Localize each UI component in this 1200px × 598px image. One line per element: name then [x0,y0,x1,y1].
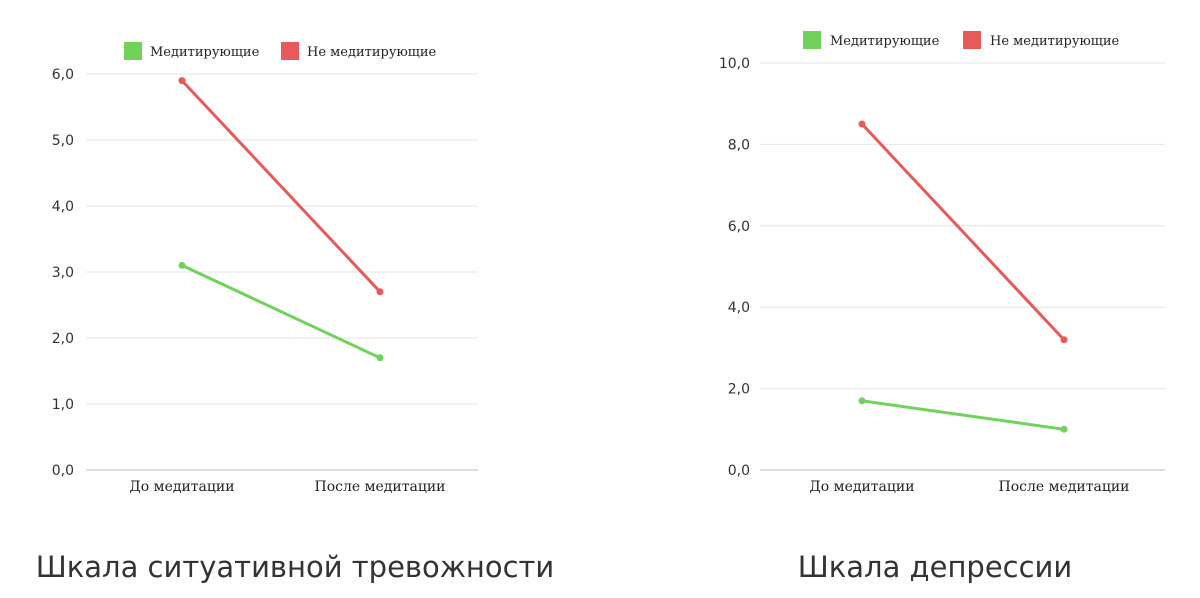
y-tick-label: 0,0 [728,463,750,479]
data-point [858,120,866,128]
y-tick-label: 0,0 [52,463,74,479]
y-tick-label: 6,0 [52,67,74,83]
legend-label: Медитирующие [830,34,940,49]
x-category-label: До медитации [129,479,234,495]
x-category-label: После медитации [315,479,446,495]
chart-caption: Шкала депрессии [798,550,1073,584]
x-category-label: До медитации [809,479,914,495]
chart-caption: Шкала ситуативной тревожности [36,550,555,584]
data-point [1060,336,1068,344]
depression-chart: 0,0 2,0 4,0 6,0 8,0 10,0 До медитации После мед… [719,31,1165,584]
y-tick-label: 8,0 [728,137,750,153]
data-point [376,354,384,362]
anxiety-chart: 0,0 1,0 2,0 3,0 4,0 5,0 6,0 До медитации После м… [36,42,555,584]
y-tick-label: 5,0 [52,133,74,149]
legend-swatch [803,31,821,49]
y-tick-label: 4,0 [728,300,750,316]
legend-swatch [281,42,299,60]
x-category-label: После медитации [999,479,1130,495]
series-line [860,399,1066,431]
y-tick-label: 3,0 [52,265,74,281]
data-point [178,77,186,85]
y-tick-label: 10,0 [719,56,750,72]
legend-label: Медитирующие [150,45,260,60]
series-line [180,263,382,360]
y-tick-label: 4,0 [52,199,74,215]
legend-label: Не медитирующие [990,34,1120,49]
data-point [858,397,866,405]
y-tick-label: 1,0 [52,397,74,413]
data-point [178,261,186,269]
y-tick-label: 2,0 [728,382,750,398]
series-line [860,122,1066,342]
legend-label: Не медитирующие [307,45,437,60]
data-point [376,288,384,296]
series-line [180,79,382,294]
y-tick-label: 2,0 [52,331,74,347]
y-tick-label: 6,0 [728,219,750,235]
legend-swatch [963,31,981,49]
legend-swatch [124,42,142,60]
data-point [1060,425,1068,433]
